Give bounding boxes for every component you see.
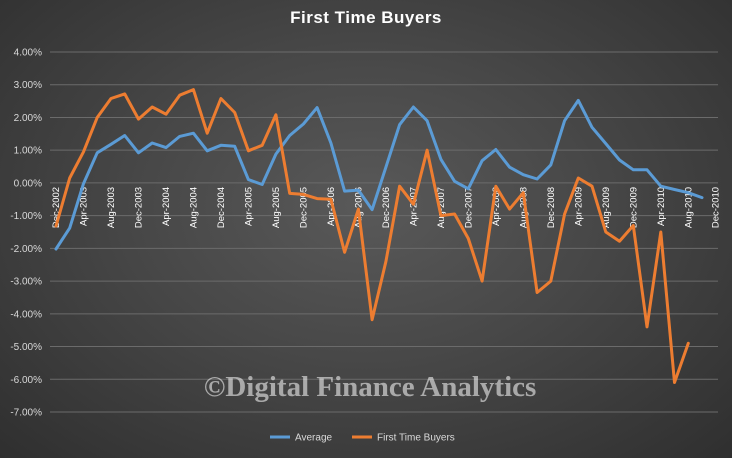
x-tick-label: Apr-2005 [243, 187, 254, 226]
x-tick-label: Aug-2010 [683, 187, 694, 228]
x-tick-label: Apr-2008 [491, 187, 502, 226]
legend: Average First Time Buyers [270, 433, 455, 444]
x-tick-label: Dec-2010 [711, 187, 722, 228]
x-axis: Dec-2002 Apr-2003 Aug-2003 Dec-2003 Apr-2004… [51, 187, 722, 228]
y-tick-label: 2.00% [14, 113, 42, 124]
x-tick-label: Aug-2004 [188, 187, 199, 228]
x-tick-label: Aug-2009 [601, 187, 612, 228]
x-tick-label: Apr-2007 [408, 187, 419, 226]
first-time-buyers-line [54, 88, 690, 384]
y-tick-label: -4.00% [10, 309, 42, 320]
x-tick-label: Aug-2007 [436, 187, 447, 228]
x-tick-label: Dec-2004 [216, 187, 227, 228]
chart-title: First Time Buyers [290, 8, 442, 27]
y-tick-label: -5.00% [10, 342, 42, 353]
x-tick-label: Dec-2009 [628, 187, 639, 228]
legend-average-label: Average [295, 433, 333, 444]
x-tick-label: Apr-2003 [78, 187, 89, 226]
x-tick-label: Dec-2002 [51, 187, 62, 228]
legend-first-time-buyers-label: First Time Buyers [377, 433, 455, 444]
x-tick-label: Dec-2005 [298, 187, 309, 228]
x-tick-label: Aug-2008 [518, 187, 529, 228]
watermark-text: ©Digital Finance Analytics [204, 371, 537, 403]
x-tick-label: Aug-2006 [353, 187, 364, 228]
y-axis: 4.00% 3.00% 2.00% 1.00% 0.00% -1.00% -2.00% -3.… [10, 48, 42, 419]
y-tick-label: 0.00% [14, 178, 42, 189]
x-tick-label: Dec-2007 [463, 187, 474, 228]
plot-area [54, 88, 704, 384]
y-tick-label: -7.00% [10, 408, 42, 419]
x-tick-label: Dec-2006 [381, 187, 392, 228]
y-tick-label: 1.00% [14, 146, 42, 157]
y-tick-label: -1.00% [10, 211, 42, 222]
x-tick-label: Apr-2010 [656, 187, 667, 226]
y-tick-label: 3.00% [14, 80, 42, 91]
y-tick-label: -2.00% [10, 244, 42, 255]
x-tick-label: Dec-2003 [133, 187, 144, 228]
x-tick-label: Dec-2008 [546, 187, 557, 228]
y-tick-label: -6.00% [10, 375, 42, 386]
x-tick-label: Apr-2004 [161, 187, 172, 226]
x-tick-label: Aug-2003 [106, 187, 117, 228]
y-tick-label: -3.00% [10, 277, 42, 288]
x-tick-label: Apr-2009 [573, 187, 584, 226]
average-line [54, 98, 704, 251]
x-tick-label: Aug-2005 [271, 187, 282, 228]
gridlines [50, 51, 718, 413]
y-tick-label: 4.00% [14, 48, 42, 59]
